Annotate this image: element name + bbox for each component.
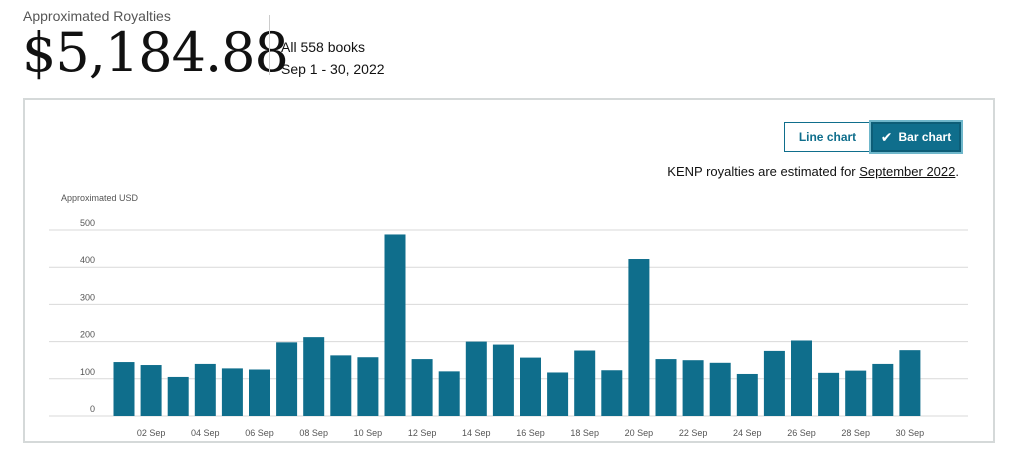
bar	[872, 363, 894, 416]
bar	[492, 344, 514, 416]
september-link[interactable]: September 2022	[859, 164, 956, 179]
checkmark-icon: ✔	[880, 128, 893, 145]
bar	[303, 337, 325, 416]
bar	[818, 372, 840, 416]
bar	[465, 341, 487, 416]
bar	[249, 369, 270, 416]
y-tick-label: 0	[90, 404, 95, 414]
bar	[411, 359, 433, 416]
x-tick-label: 04 Sep	[191, 428, 220, 438]
x-tick-label: 22 Sep	[679, 428, 708, 438]
kenp-note-text: KENP royalties are estimated for	[667, 164, 860, 179]
bar	[763, 350, 785, 416]
x-tick-label: 30 Sep	[896, 428, 925, 438]
bar	[520, 357, 541, 416]
bar	[791, 340, 812, 416]
bar-chart-button[interactable]: ✔ Bar chart	[871, 122, 961, 152]
bar	[384, 234, 406, 416]
bar	[194, 363, 216, 416]
x-tick-label: 16 Sep	[516, 428, 545, 438]
bar	[601, 370, 623, 416]
bar	[330, 355, 352, 416]
x-tick-label: 12 Sep	[408, 428, 437, 438]
x-tick-label: 14 Sep	[462, 428, 491, 438]
x-tick-label: 26 Sep	[787, 428, 816, 438]
kenp-note-suffix: .	[955, 164, 959, 179]
bar	[276, 342, 298, 416]
x-tick-label: 20 Sep	[625, 428, 654, 438]
x-tick-label: 10 Sep	[354, 428, 383, 438]
y-tick-label: 100	[80, 367, 95, 377]
bar	[113, 362, 135, 416]
y-tick-label: 400	[80, 255, 95, 265]
x-tick-label: 08 Sep	[299, 428, 328, 438]
royalties-amount: $5,184.88	[22, 21, 289, 84]
period-text: Sep 1 - 30, 2022	[281, 61, 385, 77]
line-chart-button[interactable]: Line chart	[784, 122, 871, 152]
x-tick-label: 06 Sep	[245, 428, 274, 438]
bar	[357, 357, 379, 416]
kenp-note: KENP royalties are estimated for Septemb…	[667, 164, 959, 179]
bar	[736, 373, 758, 416]
bar	[628, 259, 650, 416]
royalties-label: Approximated Royalties	[23, 8, 171, 24]
bar	[845, 370, 867, 416]
bar	[140, 365, 162, 416]
bar	[709, 362, 731, 416]
bar	[655, 359, 677, 416]
x-tick-label: 24 Sep	[733, 428, 762, 438]
bar	[438, 371, 460, 416]
bar	[682, 360, 704, 416]
y-tick-label: 500	[80, 218, 95, 228]
y-tick-label: 200	[80, 330, 95, 340]
bar	[899, 350, 921, 416]
y-tick-label: 300	[80, 292, 95, 302]
bar	[221, 368, 243, 416]
x-tick-label: 28 Sep	[841, 428, 870, 438]
bar	[574, 350, 596, 416]
x-tick-label: 02 Sep	[137, 428, 166, 438]
bar-chart-label: Bar chart	[898, 130, 952, 144]
y-axis-title: Approximated USD	[61, 193, 139, 203]
x-tick-label: 18 Sep	[570, 428, 599, 438]
header-divider	[269, 15, 270, 75]
books-filter-text: All 558 books	[281, 39, 366, 55]
bar	[547, 372, 569, 416]
bar	[167, 376, 189, 416]
